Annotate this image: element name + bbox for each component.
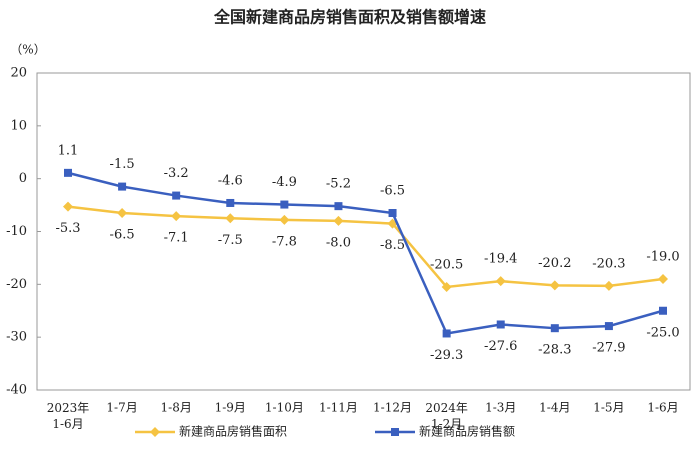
marker	[226, 198, 235, 207]
legend-label: 新建商品房销售面积	[179, 424, 287, 439]
marker	[333, 215, 344, 226]
data-label: -19.0	[646, 250, 679, 265]
data-label: -28.3	[538, 343, 571, 358]
series-line	[67, 171, 664, 335]
x-tick-label: 1-9月	[215, 401, 246, 415]
x-tick-label: 1-7月	[106, 401, 137, 415]
data-label: -5.2	[326, 177, 351, 192]
data-label: -4.9	[272, 175, 297, 190]
data-label: -20.5	[430, 257, 463, 272]
x-tick-label: 1-8月	[161, 401, 192, 415]
y-tick-label: -10	[6, 224, 27, 239]
marker	[280, 200, 289, 209]
marker	[659, 306, 667, 315]
marker	[495, 276, 506, 287]
marker	[63, 201, 73, 212]
marker	[118, 182, 127, 191]
y-tick-label: -40	[6, 383, 27, 398]
y-tick-label: 0	[19, 171, 27, 186]
data-label: -3.2	[164, 166, 189, 181]
data-label: -7.1	[164, 231, 189, 246]
marker	[172, 191, 181, 200]
marker	[604, 322, 613, 331]
data-label: 1.1	[58, 143, 79, 158]
data-label: -8.5	[380, 238, 405, 253]
y-axis-label: （%）	[10, 43, 45, 57]
data-label: -25.0	[646, 325, 679, 340]
marker	[279, 214, 290, 225]
y-tick-label: 20	[10, 66, 27, 81]
x-tick-label: 1-4月	[539, 401, 570, 415]
y-tick-label: -30	[6, 330, 27, 345]
data-label: -19.4	[484, 252, 517, 267]
data-label: -7.5	[218, 233, 243, 248]
x-tick-label: 1-10月	[265, 401, 304, 415]
y-tick-label: 10	[10, 118, 27, 133]
x-tick-label: 1-12月	[373, 401, 412, 415]
marker	[550, 324, 559, 333]
x-tick-label: 2023年 1-6月	[47, 401, 90, 431]
y-tick-label: -20	[6, 277, 27, 292]
data-label: -27.9	[592, 341, 625, 356]
data-label: -29.3	[430, 348, 463, 363]
x-tick-label: 2024年 1-2月	[425, 401, 468, 431]
data-label: -8.0	[326, 235, 351, 250]
data-label: -20.2	[538, 256, 571, 271]
marker	[334, 202, 343, 211]
data-label: -27.6	[484, 339, 517, 354]
marker	[117, 208, 128, 219]
data-label: -20.3	[592, 256, 625, 271]
marker	[441, 281, 452, 292]
legend-label: 新建商品房销售额	[419, 424, 515, 439]
marker	[171, 211, 182, 222]
marker	[603, 280, 614, 291]
legend-marker	[150, 427, 160, 437]
chart-title: 全国新建商品房销售面积及销售额增速	[213, 8, 486, 27]
x-tick-label: 1-6月	[647, 401, 678, 415]
data-label: -1.5	[110, 157, 135, 172]
marker	[388, 209, 397, 218]
marker	[225, 213, 236, 224]
marker	[549, 280, 560, 291]
legend-marker	[391, 428, 399, 436]
data-label: -6.5	[380, 184, 405, 199]
data-label: -4.6	[218, 173, 243, 188]
x-tick-label: 1-11月	[319, 401, 358, 415]
marker	[64, 168, 72, 177]
marker	[496, 320, 505, 329]
marker	[658, 274, 668, 285]
data-label: -6.5	[110, 228, 135, 243]
x-tick-label: 1-3月	[485, 401, 516, 415]
x-tick-label: 1-5月	[593, 401, 624, 415]
data-label: -7.8	[272, 234, 297, 249]
series-line	[67, 205, 664, 289]
marker	[442, 329, 451, 338]
data-label: -5.3	[55, 221, 80, 236]
